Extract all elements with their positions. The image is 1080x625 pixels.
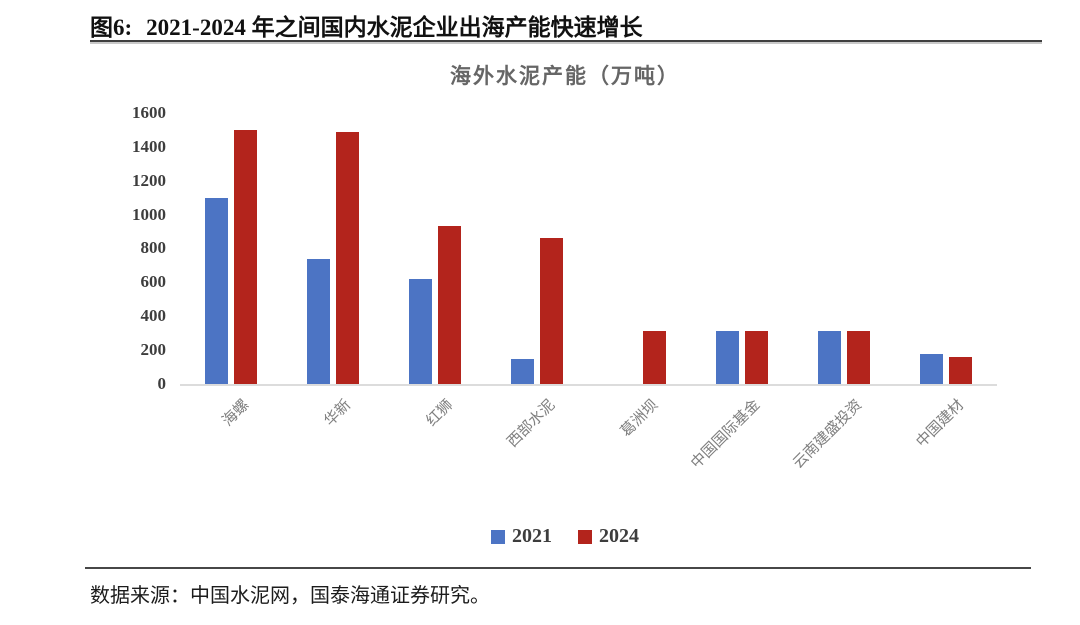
y-axis-tick-label: 800 <box>140 238 167 257</box>
y-axis-tick-label: 1600 <box>132 103 166 122</box>
bar-2021-中国国际基金 <box>716 331 739 384</box>
y-axis-tick-label: 600 <box>140 272 167 291</box>
x-axis-label-海螺: 海螺 <box>219 397 253 430</box>
y-axis-tick-label: 1400 <box>132 137 166 156</box>
bar-2024-海螺 <box>234 130 257 384</box>
y-axis-tick-label: 200 <box>140 340 167 359</box>
bar-2024-红狮 <box>438 226 461 384</box>
chart-legend: 2021 2024 <box>90 525 1040 548</box>
x-axis-label-红狮: 红狮 <box>423 397 457 430</box>
bar-2024-西部水泥 <box>540 238 563 384</box>
plot-area: 0 200 400 600 800 1000 1200 1400 1600 海螺 华新 红狮 西部水泥 葛… <box>132 103 997 472</box>
y-axis-tick-label: 400 <box>140 306 167 325</box>
bar-2021-中国建材 <box>920 354 943 384</box>
bar-2024-中国建材 <box>949 357 972 384</box>
x-axis-line <box>180 384 997 386</box>
y-axis-tick-label: 0 <box>157 374 167 393</box>
footer-divider-line <box>85 567 1031 569</box>
bar-2021-西部水泥 <box>511 359 534 384</box>
bar-2021-海螺 <box>205 198 228 384</box>
x-axis-label-西部水泥: 西部水泥 <box>504 397 559 451</box>
y-axis-tick-label: 1000 <box>132 205 166 224</box>
header-divider-line <box>90 40 1042 42</box>
legend-swatch-icon <box>578 529 592 544</box>
y-axis-tick-label: 1200 <box>132 171 166 190</box>
bar-2024-华新 <box>336 132 359 384</box>
bar-2021-云南建盛投资 <box>818 331 841 384</box>
x-axis-label-中国国际基金: 中国国际基金 <box>688 397 764 472</box>
x-axis-label-云南建盛投资: 云南建盛投资 <box>790 397 866 472</box>
bar-2024-云南建盛投资 <box>847 331 870 384</box>
legend-item-2021: 2021 <box>491 525 552 548</box>
x-axis-label-葛洲坝: 葛洲坝 <box>618 397 662 441</box>
legend-label: 2021 <box>512 525 552 547</box>
bar-2024-葛洲坝 <box>643 331 666 384</box>
figure-title: 2021-2024 年之间国内水泥企业出海产能快速增长 <box>146 15 643 40</box>
legend-swatch-icon <box>491 529 505 544</box>
bar-2021-华新 <box>307 259 330 384</box>
legend-item-2024: 2024 <box>578 525 639 548</box>
legend-label: 2024 <box>599 525 639 547</box>
bar-2024-中国国际基金 <box>745 331 768 384</box>
figure-header: 图6: 2021-2024 年之间国内水泥企业出海产能快速增长 <box>90 8 643 42</box>
data-source-note: 数据来源：中国水泥网，国泰海通证券研究。 <box>90 585 490 607</box>
figure-number-label: 图6: <box>90 15 133 40</box>
x-axis-label-华新: 华新 <box>321 397 355 430</box>
x-axis-label-中国建材: 中国建材 <box>913 397 968 451</box>
bar-2021-红狮 <box>409 279 432 384</box>
chart-title: 海外水泥产能（万吨） <box>450 64 680 88</box>
